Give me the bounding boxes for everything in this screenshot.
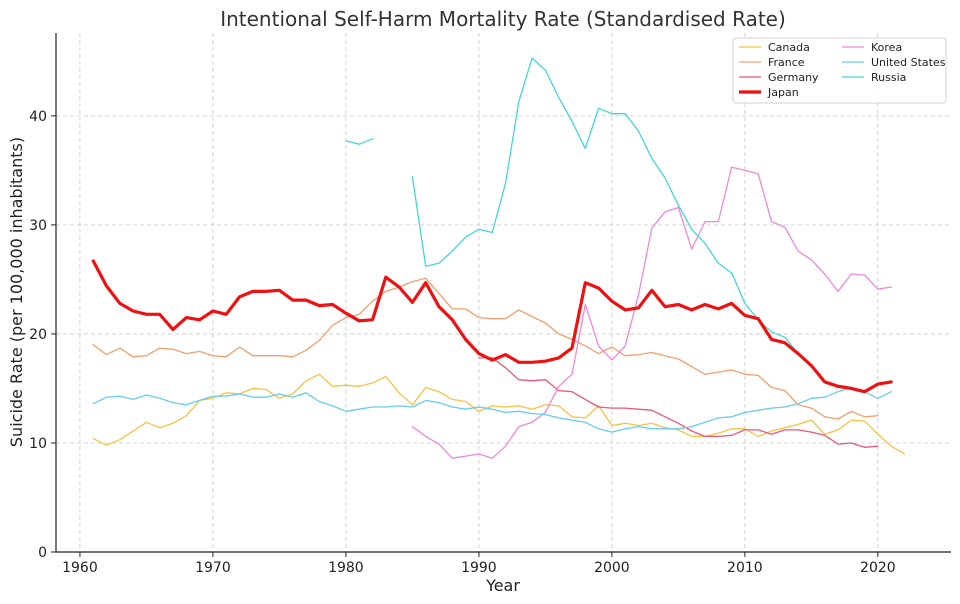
- series-line-japan: [91, 259, 893, 394]
- legend-label-germany: Germany: [768, 71, 819, 84]
- legend-label-russia: Russia: [871, 71, 906, 84]
- x-axis-label: Year: [485, 576, 520, 595]
- legend-label-japan: Japan: [767, 86, 799, 99]
- y-axis-ticks: 0 10 20 30 40: [29, 109, 56, 561]
- legend-label-korea: Korea: [871, 41, 902, 54]
- x-tick-label-1990: 1990: [461, 560, 497, 576]
- legend-label-united-states: United States: [871, 56, 946, 69]
- axis-spines: [55, 33, 951, 553]
- series-line-russia: [345, 57, 866, 393]
- x-tick-label-2010: 2010: [727, 560, 763, 576]
- y-tick-label-20: 20: [29, 327, 47, 343]
- x-axis-ticks: 1960 1970 1980 1990 2000 2010 2020: [62, 552, 896, 576]
- x-tick-label-1980: 1980: [328, 560, 364, 576]
- chart-title: Intentional Self-Harm Mortality Rate (St…: [220, 7, 786, 31]
- x-tick-label-2020: 2020: [860, 560, 896, 576]
- axes: [55, 33, 951, 553]
- grid: [56, 33, 951, 553]
- y-tick-label-0: 0: [38, 545, 47, 561]
- series-line-germany: [478, 357, 879, 448]
- legend: Canada France Germany Japan Korea United Stat…: [732, 37, 947, 104]
- series-line-united-states: [92, 386, 892, 433]
- y-axis-label: Suicide Rate (per 100,000 inhabitants): [7, 137, 26, 447]
- y-tick-label-40: 40: [29, 109, 47, 125]
- x-tick-label-2000: 2000: [594, 560, 630, 576]
- x-tick-label-1970: 1970: [195, 560, 231, 576]
- y-tick-label-30: 30: [29, 218, 47, 234]
- y-tick-label-10: 10: [29, 436, 47, 452]
- series-line-korea: [411, 166, 892, 459]
- legend-label-france: France: [768, 56, 805, 69]
- series-line-france: [92, 277, 879, 420]
- legend-label-canada: Canada: [768, 41, 810, 54]
- series-line-canada: [92, 373, 906, 455]
- series-lines: [91, 57, 906, 459]
- x-tick-label-1960: 1960: [62, 560, 98, 576]
- legend-box: [732, 37, 947, 104]
